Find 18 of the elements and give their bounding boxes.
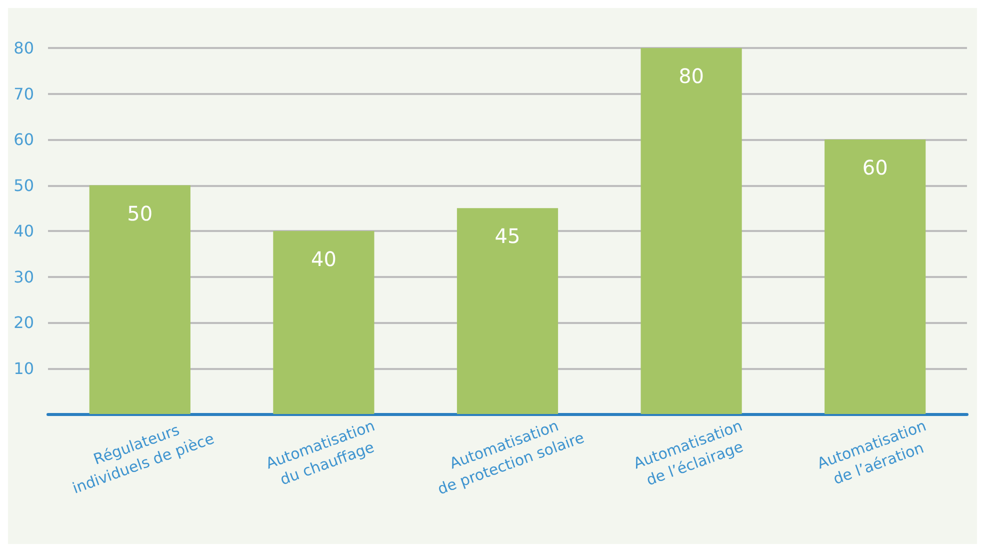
data-label: 40 [310, 247, 336, 271]
y-tick-label: 60 [14, 130, 34, 149]
y-tick-label: 10 [14, 358, 34, 378]
y-tick-label: 80 [14, 38, 34, 58]
data-label: 50 [127, 201, 153, 226]
bar [456, 208, 558, 414]
bar [273, 231, 374, 414]
data-label: 80 [678, 64, 704, 88]
y-tick-label: 20 [14, 313, 34, 332]
y-tick-label: 40 [14, 222, 34, 240]
y-tick-label: 30 [14, 267, 34, 286]
y-tick-label: 50 [14, 176, 34, 195]
data-label: 45 [494, 224, 520, 248]
y-tick-label: 70 [14, 84, 34, 104]
bar [824, 140, 926, 414]
bar [89, 185, 190, 414]
data-label: 60 [862, 156, 888, 180]
bar [640, 48, 742, 414]
